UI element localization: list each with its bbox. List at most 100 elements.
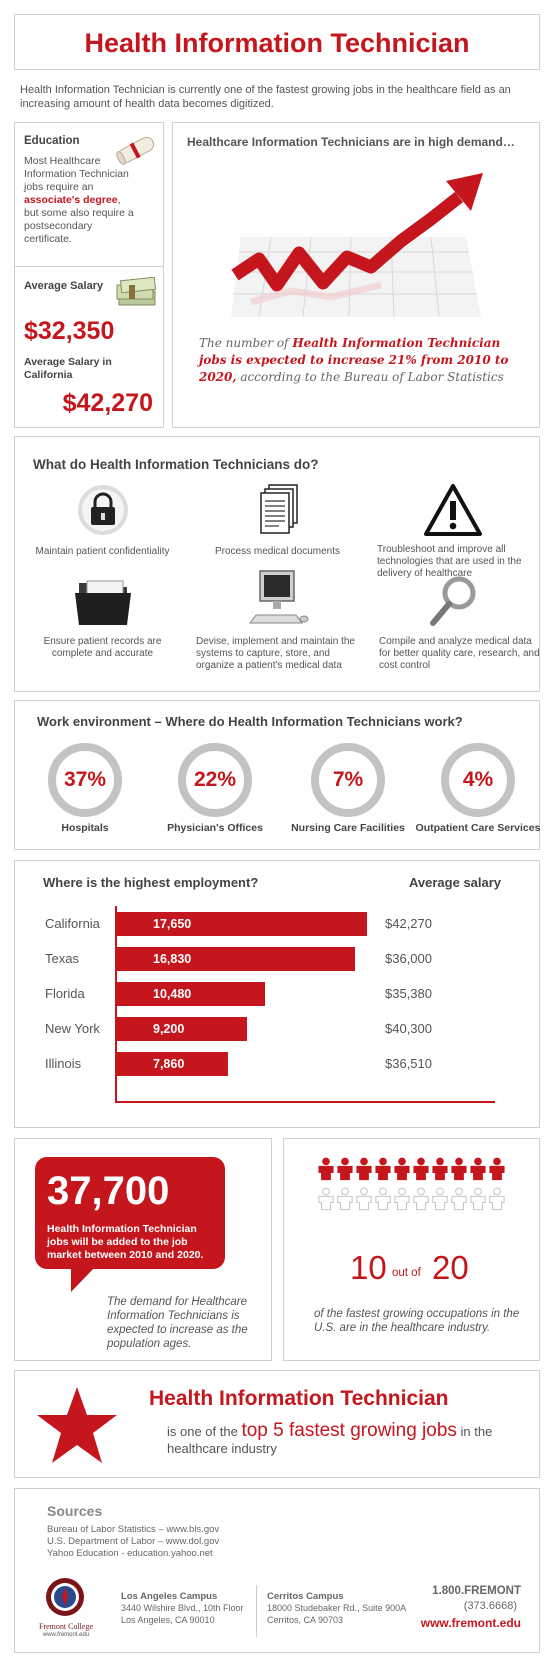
warning-icon xyxy=(423,484,482,536)
star-icon xyxy=(37,1387,117,1463)
computer-icon xyxy=(248,570,308,624)
duty-label: Ensure patient records are complete and … xyxy=(43,636,162,659)
env-ring-outpatient: 4% xyxy=(441,743,515,817)
jobs-added-text: Health Information Technician jobs will … xyxy=(47,1223,204,1261)
la-campus-title: Los Angeles Campus xyxy=(121,1591,218,1602)
footer-divider xyxy=(256,1585,257,1637)
intro-text: Health Information Technician is current… xyxy=(20,84,511,110)
growing-text: of the fastest growing occupations in th… xyxy=(314,1308,520,1334)
bar: 17,650 xyxy=(117,912,367,936)
duty-troubleshoot: Troubleshoot and improve all technologie… xyxy=(365,483,540,580)
bar-value-label: 10,480 xyxy=(153,987,192,1001)
growing-big-right: 20 xyxy=(432,1249,469,1286)
bar-chart: California 17,650 $42,270 Texas 16,830 $36,00… xyxy=(15,861,541,1129)
header-panel: Health Information Technician xyxy=(14,14,540,70)
chart-axis-y xyxy=(115,906,117,1102)
fremont-logo-seal xyxy=(46,1578,84,1616)
education-title: Education xyxy=(24,135,80,147)
environment-title: Work environment – Where do Health Infor… xyxy=(37,714,463,729)
lock-icon xyxy=(77,485,128,535)
env-label: Hospitals xyxy=(61,822,109,834)
duty-label: Troubleshoot and improve all technologie… xyxy=(377,544,522,579)
top5-title: Health Information Technician xyxy=(149,1387,449,1410)
bar: 9,200 xyxy=(117,1017,247,1041)
person-icon xyxy=(470,1187,486,1211)
salary-ca-title: Average Salary in California xyxy=(24,356,112,381)
duty-label: Process medical documents xyxy=(214,546,341,557)
duty-records: Ensure patient records are complete and … xyxy=(15,573,190,660)
demand-panel: Healthcare Information Technicians are i… xyxy=(172,122,540,428)
avg-salary-value: $36,510 xyxy=(385,1056,432,1071)
duties-panel: What do Health Information Technicians d… xyxy=(14,436,540,692)
duty-label: Compile and analyze medical data for bet… xyxy=(379,636,540,671)
duty-systems: Devise, implement and maintain the syste… xyxy=(190,569,365,672)
env-ring-hospitals: 37% xyxy=(48,743,122,817)
bar: 10,480 xyxy=(117,982,265,1006)
employment-panel: Where is the highest employment? Average… xyxy=(14,860,540,1128)
env-ring-physicians: 22% xyxy=(178,743,252,817)
sources-title: Sources xyxy=(47,1503,103,1519)
source-item[interactable]: U.S. Department of Labor – www.dol.gov xyxy=(47,1536,220,1547)
duty-analyze: Compile and analyze medical data for bet… xyxy=(365,573,540,672)
person-icon xyxy=(337,1157,353,1181)
bar-category-label: New York xyxy=(45,1021,100,1036)
person-icon xyxy=(375,1157,391,1181)
source-item[interactable]: Yahoo Education - education.yahoo.net xyxy=(47,1548,213,1559)
person-icon xyxy=(489,1157,505,1181)
page-title: Health Information Technician xyxy=(84,28,470,58)
person-icon xyxy=(337,1187,353,1211)
jobs-added-note: The demand for Healthcare Information Te… xyxy=(107,1296,248,1350)
duty-label: Maintain patient confidentiality xyxy=(35,546,170,557)
person-icon xyxy=(394,1157,410,1181)
education-panel: Education Most Healthcare Information Te… xyxy=(14,122,164,267)
salary-title: Average Salary xyxy=(24,280,104,292)
documents-icon xyxy=(259,484,298,534)
bar-category-label: Texas xyxy=(45,951,79,966)
avg-salary-value: $40,300 xyxy=(385,1021,432,1036)
magnifier-icon xyxy=(429,576,475,626)
source-item[interactable]: Bureau of Labor Statistics – www.bls.gov xyxy=(47,1524,220,1535)
sources-panel: Sources Bureau of Labor Statistics – www… xyxy=(14,1488,540,1653)
salary-ca-value: $42,270 xyxy=(62,389,153,417)
avg-salary-value: $36,000 xyxy=(385,951,432,966)
person-icon xyxy=(489,1187,505,1211)
website-link[interactable]: www.fremont.edu xyxy=(420,1616,521,1630)
avg-salary-value: $42,270 xyxy=(385,916,432,931)
person-icon xyxy=(318,1187,334,1211)
avg-salary-title: Average salary xyxy=(409,875,502,890)
top5-highlight: top 5 fastest growing jobs xyxy=(241,1420,457,1441)
la-campus-line2: Los Angeles, CA 90010 xyxy=(121,1615,215,1625)
cerritos-campus-line1: 18000 Studebaker Rd., Suite 900A xyxy=(267,1603,407,1613)
duty-documents: Process medical documents xyxy=(190,483,365,557)
bar-value-label: 16,830 xyxy=(153,952,192,966)
person-icon xyxy=(356,1157,372,1181)
person-icon xyxy=(394,1187,410,1211)
chart-axis-x xyxy=(115,1101,495,1103)
person-icon xyxy=(413,1187,429,1211)
top5-panel: Health Information Technician is one of … xyxy=(14,1370,540,1478)
education-highlight: associate's degree xyxy=(24,194,118,206)
salary-value: $32,350 xyxy=(24,317,115,345)
cerritos-campus-line2: Cerritos, CA 90703 xyxy=(267,1615,344,1625)
env-label: Outpatient Care Services xyxy=(415,822,541,834)
people-grid xyxy=(318,1157,508,1217)
jobs-added-panel: 37,700 Health Information Technician job… xyxy=(14,1138,272,1361)
growing-panel: 10 out of 20 of the fastest growing occu… xyxy=(283,1138,540,1361)
env-ring-nursing: 7% xyxy=(311,743,385,817)
bar-value-label: 9,200 xyxy=(153,1022,185,1036)
phone-text: 1.800.FREMONT xyxy=(432,1585,521,1597)
growing-big-left: 10 xyxy=(350,1249,387,1286)
top5-text: is one of the top 5 fastest growing jobs… xyxy=(167,1420,493,1456)
demand-highlight: Health Information Technician jobs is ex… xyxy=(199,336,509,384)
bar: 16,830 xyxy=(117,947,355,971)
person-icon xyxy=(451,1187,467,1211)
growing-out-of: out of xyxy=(392,1267,421,1279)
duties-title: What do Health Information Technicians d… xyxy=(33,457,319,472)
logo-url: www.fremont.edu xyxy=(42,1632,90,1638)
logo-name: Fremont College xyxy=(39,1622,93,1631)
person-icon xyxy=(413,1157,429,1181)
person-icon xyxy=(356,1187,372,1211)
money-icon xyxy=(116,277,157,306)
demand-title: Healthcare Information Technicians are i… xyxy=(187,135,515,149)
diploma-icon xyxy=(116,136,155,165)
